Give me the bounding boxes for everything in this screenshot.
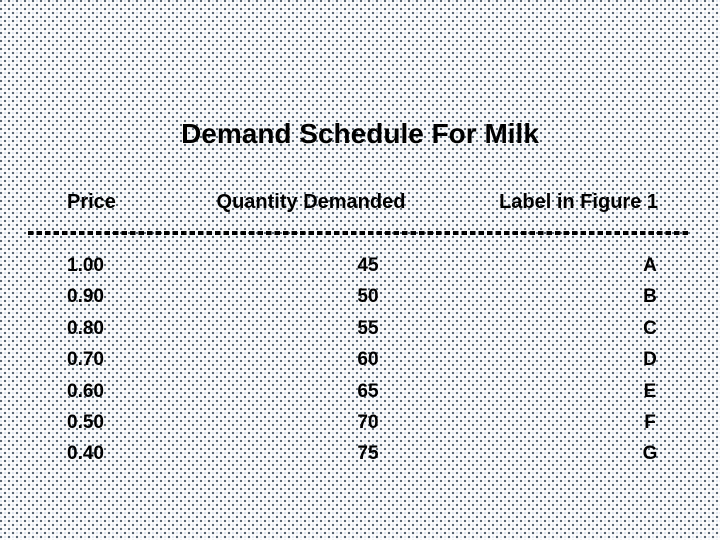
label-cell: E bbox=[643, 380, 657, 402]
price-cell: 0.40 bbox=[67, 443, 104, 465]
quantity-cell: 60 bbox=[357, 349, 379, 371]
table-row: 0.90 50 B bbox=[0, 281, 720, 312]
quantity-cell: 50 bbox=[357, 286, 379, 308]
quantity-cell: 65 bbox=[357, 380, 379, 402]
price-cell: 0.60 bbox=[67, 380, 104, 402]
quantity-cell: 75 bbox=[357, 443, 379, 465]
table-body: 1.00 45 A 0.90 50 B 0.80 55 C 0.70 60 D … bbox=[0, 250, 720, 470]
price-cell: 0.70 bbox=[67, 349, 104, 371]
price-cell: 0.80 bbox=[67, 317, 104, 339]
label-cell: B bbox=[643, 286, 657, 308]
table-row: 0.50 70 F bbox=[0, 407, 720, 438]
table-row: 0.40 75 G bbox=[0, 438, 720, 469]
label-cell: C bbox=[643, 317, 657, 339]
label-cell: F bbox=[644, 411, 656, 433]
quantity-cell: 45 bbox=[357, 255, 379, 276]
slide-title: Demand Schedule For Milk bbox=[181, 118, 539, 149]
column-header-quantity-demanded: Quantity Demanded bbox=[216, 191, 406, 213]
column-header-price: Price bbox=[67, 191, 116, 213]
column-header-label-in-figure-1: Label in Figure 1 bbox=[499, 191, 658, 213]
price-cell: 1.00 bbox=[67, 255, 104, 276]
dashed-divider bbox=[28, 231, 690, 235]
table-row: 0.70 60 D bbox=[0, 344, 720, 375]
table-row: 0.60 65 E bbox=[0, 376, 720, 407]
table-row: 0.80 55 C bbox=[0, 313, 720, 344]
label-cell: G bbox=[642, 443, 658, 465]
quantity-cell: 70 bbox=[357, 411, 379, 433]
label-cell: A bbox=[643, 255, 657, 276]
price-cell: 0.50 bbox=[67, 411, 104, 433]
table-header-row: Price Quantity Demanded Label in Figure … bbox=[0, 192, 720, 214]
quantity-cell: 55 bbox=[357, 317, 379, 339]
label-cell: D bbox=[643, 349, 657, 371]
price-cell: 0.90 bbox=[67, 286, 104, 308]
table-row: 1.00 45 A bbox=[0, 250, 720, 281]
